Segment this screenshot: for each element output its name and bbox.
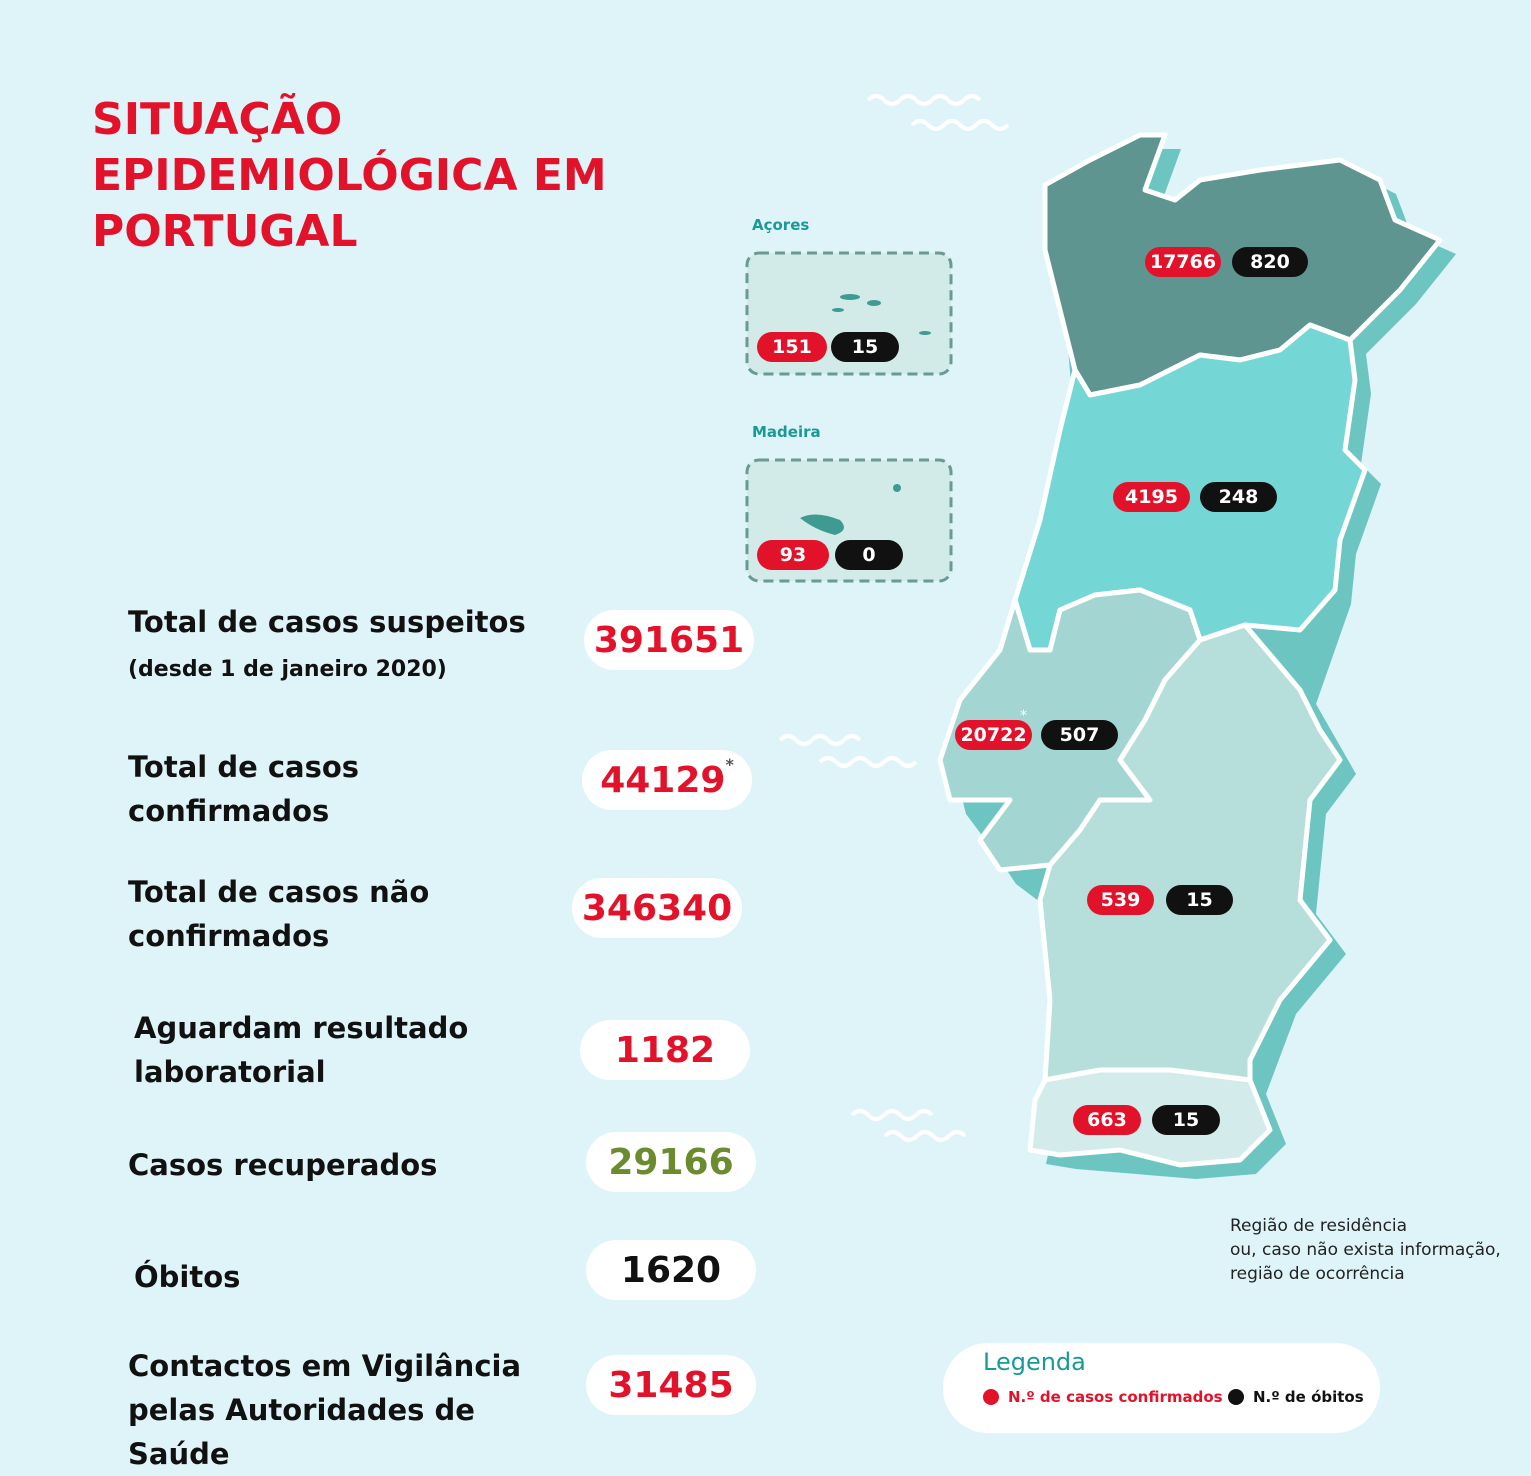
note-line: região de ocorrência	[1230, 1264, 1405, 1284]
legend-label: N.º de casos confirmados	[1008, 1388, 1223, 1406]
island-name: Madeira	[752, 423, 821, 441]
stat-label: Óbitos	[134, 1255, 574, 1299]
stat-label-text: Casos recuperados	[128, 1148, 438, 1182]
stat-value-text: 29166	[608, 1142, 734, 1183]
stat-value-text: 391651	[593, 620, 745, 661]
deaths-badge: 0	[835, 540, 903, 570]
stat-sublabel: (desde 1 de janeiro 2020)	[128, 657, 447, 682]
note-mark: *	[1020, 708, 1027, 724]
deaths-badge: 15	[1152, 1105, 1220, 1135]
stat-value-text: 31485	[608, 1365, 734, 1406]
map	[745, 94, 1456, 1433]
deaths-badge: 248	[1200, 482, 1277, 512]
stat-label-text: Contactos em Vigilância pelas Autoridade…	[128, 1349, 522, 1471]
confirmed-badge: 663	[1073, 1105, 1141, 1135]
stat-label-text: Total de casos suspeitos	[128, 605, 526, 639]
title-line: PORTUGAL	[92, 206, 358, 257]
note: Região de residência ou, caso não exista…	[1230, 1214, 1501, 1286]
title: SITUAÇÃO EPIDEMIOLÓGICA EM PORTUGAL	[92, 92, 607, 260]
stat-value: 1620	[586, 1240, 756, 1300]
note-mark: *	[725, 755, 734, 774]
stat-label-text: Óbitos	[134, 1260, 241, 1294]
deaths-badge: 820	[1232, 247, 1308, 277]
title-line: EPIDEMIOLÓGICA EM	[92, 150, 607, 201]
stat-value-text: 1182	[614, 1030, 716, 1071]
deaths-badge: 15	[1166, 885, 1233, 915]
stat-value: 391651	[584, 610, 754, 670]
stat-value-text: 44129	[600, 760, 726, 801]
stat-label-text: Total de casos confirmados	[128, 750, 360, 828]
confirmed-badge: 20722	[955, 720, 1032, 750]
stat-label: Aguardam resultado laboratorial	[134, 1006, 574, 1094]
confirmed-badge: 93	[757, 540, 829, 570]
legend-title: Legenda	[983, 1348, 1086, 1376]
confirmed-badge: 151	[757, 332, 827, 362]
title-line: SITUAÇÃO	[92, 94, 343, 145]
stat-label: Total de casos não confirmados	[128, 870, 568, 958]
deaths-badge: 507	[1041, 720, 1118, 750]
legend-label: N.º de óbitos	[1253, 1388, 1364, 1406]
confirmed-badge: 4195	[1113, 482, 1190, 512]
stat-value: 31485	[586, 1355, 756, 1415]
island-name: Açores	[752, 216, 810, 234]
legend-dot	[1228, 1389, 1244, 1405]
stat-value: 346340	[572, 878, 742, 938]
stat-label: Total de casos confirmados	[128, 745, 568, 833]
legend-dot	[983, 1389, 999, 1405]
confirmed-badge: 539	[1087, 885, 1154, 915]
note-line: Região de residência	[1230, 1216, 1408, 1236]
stat-value: 44129*	[582, 750, 752, 810]
stat-label: Contactos em Vigilância pelas Autoridade…	[128, 1344, 568, 1476]
stat-label-text: Total de casos não confirmados	[128, 875, 430, 953]
stat-value: 1182	[580, 1020, 750, 1080]
confirmed-badge: 17766	[1145, 247, 1221, 277]
stat-value-text: 1620	[620, 1250, 722, 1291]
deaths-badge: 15	[831, 332, 899, 362]
stat-label: Total de casos suspeitos (desde 1 de jan…	[128, 600, 568, 692]
stat-value: 29166	[586, 1132, 756, 1192]
page: SITUAÇÃO EPIDEMIOLÓGICA EM PORTUGAL Regi…	[92, 92, 1501, 1471]
stat-label-text: Aguardam resultado laboratorial	[134, 1011, 469, 1089]
note-line: ou, caso não exista informação,	[1230, 1240, 1501, 1260]
stat-label: Casos recuperados	[128, 1143, 568, 1187]
stat-value-text: 346340	[581, 888, 733, 929]
